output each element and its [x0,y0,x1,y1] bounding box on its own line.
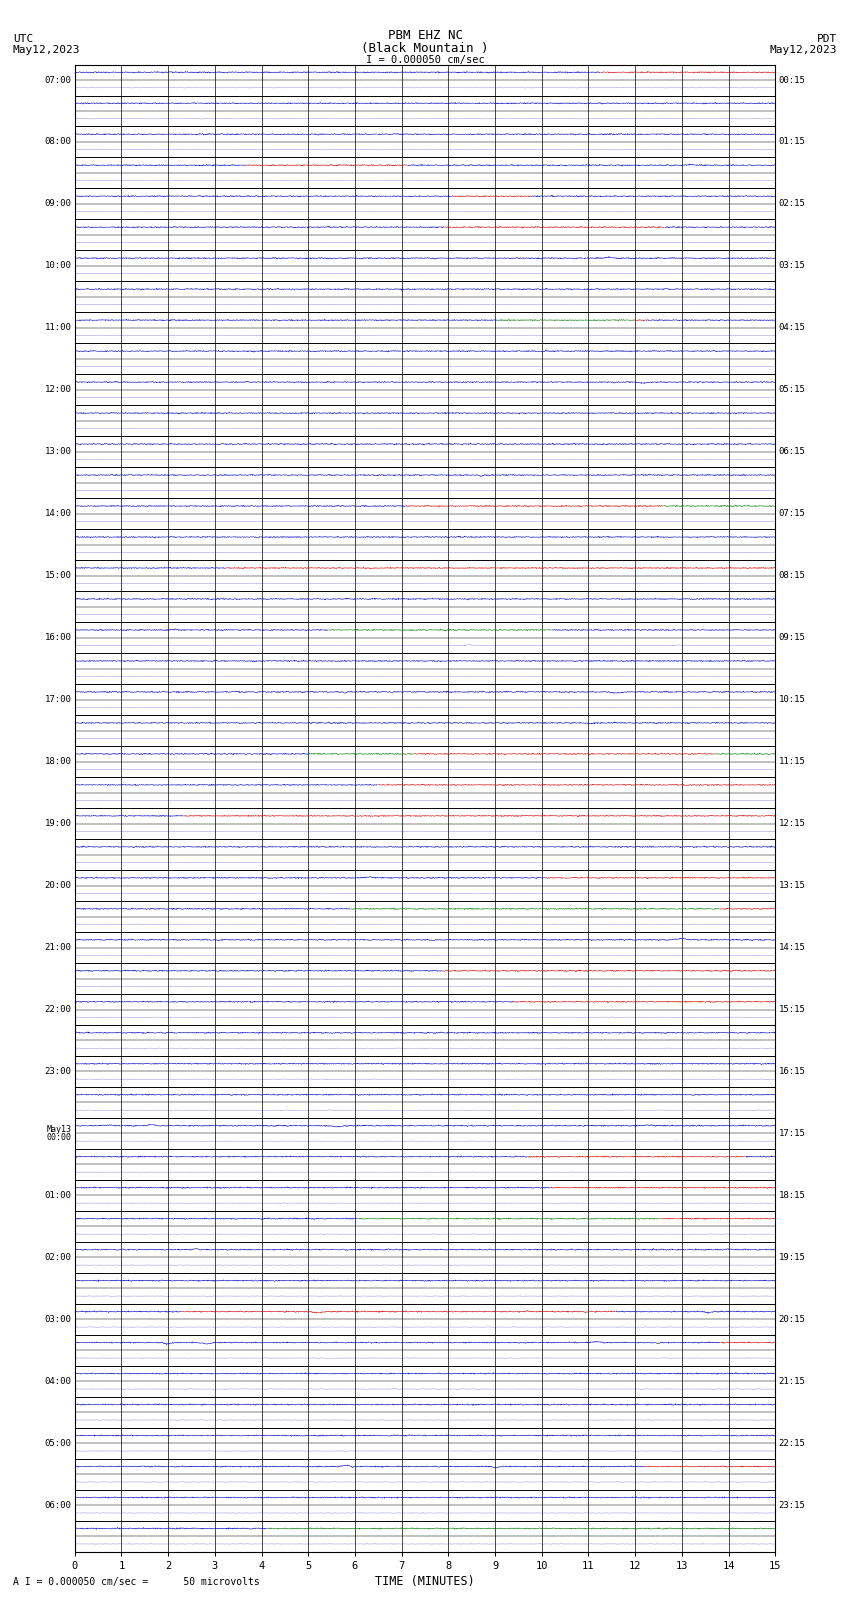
Text: 10:00: 10:00 [44,261,71,271]
Text: 08:00: 08:00 [44,137,71,147]
Text: 12:00: 12:00 [44,386,71,394]
Text: PDT: PDT [817,34,837,44]
Text: 07:00: 07:00 [44,76,71,84]
Text: 11:15: 11:15 [779,756,806,766]
Text: 16:00: 16:00 [44,634,71,642]
Text: 02:15: 02:15 [779,200,806,208]
Text: 13:15: 13:15 [779,881,806,890]
Text: 13:00: 13:00 [44,447,71,456]
Text: 15:15: 15:15 [779,1005,806,1015]
Text: 05:00: 05:00 [44,1439,71,1448]
Text: 03:00: 03:00 [44,1315,71,1324]
Text: 00:15: 00:15 [779,76,806,84]
Text: 23:15: 23:15 [779,1500,806,1510]
Text: (Black Mountain ): (Black Mountain ) [361,42,489,55]
Text: 21:00: 21:00 [44,944,71,952]
Text: May13: May13 [47,1126,71,1134]
Text: 21:15: 21:15 [779,1378,806,1386]
Text: 09:00: 09:00 [44,200,71,208]
Text: 15:00: 15:00 [44,571,71,581]
Text: 17:15: 17:15 [779,1129,806,1137]
Text: 09:15: 09:15 [779,634,806,642]
Text: 04:00: 04:00 [44,1378,71,1386]
Text: 14:15: 14:15 [779,944,806,952]
Text: UTC: UTC [13,34,33,44]
Text: May12,2023: May12,2023 [770,45,837,55]
Text: 06:15: 06:15 [779,447,806,456]
Text: 22:15: 22:15 [779,1439,806,1448]
Text: 20:00: 20:00 [44,881,71,890]
Text: 06:00: 06:00 [44,1500,71,1510]
Text: 10:15: 10:15 [779,695,806,705]
Text: 17:00: 17:00 [44,695,71,705]
Text: 01:00: 01:00 [44,1190,71,1200]
Text: 14:00: 14:00 [44,510,71,518]
Text: 08:15: 08:15 [779,571,806,581]
Text: 07:15: 07:15 [779,510,806,518]
Text: 00:00: 00:00 [47,1132,71,1142]
Text: 03:15: 03:15 [779,261,806,271]
Text: 02:00: 02:00 [44,1253,71,1261]
Text: 05:15: 05:15 [779,386,806,394]
Text: 04:15: 04:15 [779,323,806,332]
Text: 19:15: 19:15 [779,1253,806,1261]
Text: 16:15: 16:15 [779,1066,806,1076]
Text: 11:00: 11:00 [44,323,71,332]
Text: I = 0.000050 cm/sec: I = 0.000050 cm/sec [366,55,484,65]
Text: 18:00: 18:00 [44,756,71,766]
Text: 23:00: 23:00 [44,1066,71,1076]
Text: May12,2023: May12,2023 [13,45,80,55]
Text: 18:15: 18:15 [779,1190,806,1200]
Text: 19:00: 19:00 [44,819,71,827]
Text: PBM EHZ NC: PBM EHZ NC [388,29,462,42]
Text: 12:15: 12:15 [779,819,806,827]
Text: A I = 0.000050 cm/sec =      50 microvolts: A I = 0.000050 cm/sec = 50 microvolts [13,1578,259,1587]
Text: 01:15: 01:15 [779,137,806,147]
X-axis label: TIME (MINUTES): TIME (MINUTES) [375,1574,475,1587]
Text: 20:15: 20:15 [779,1315,806,1324]
Text: 22:00: 22:00 [44,1005,71,1015]
